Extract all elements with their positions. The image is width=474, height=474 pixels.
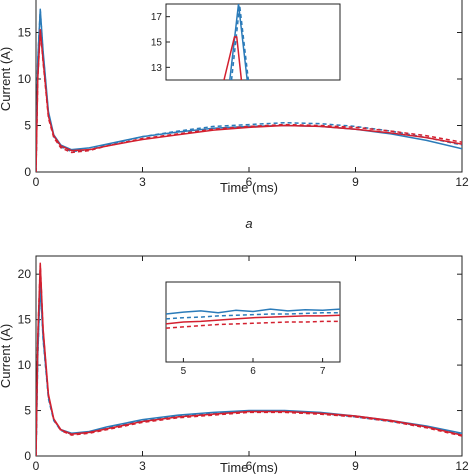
y-axis-title: Current (A) [0, 324, 13, 388]
inset-y-tick-label: 17 [151, 12, 163, 23]
y-tick-label: 15 [18, 26, 32, 40]
series-line-red-dashed [36, 29, 462, 172]
y-tick-label: 0 [24, 165, 31, 179]
x-tick-label: 9 [352, 459, 359, 473]
panel-b: 0 3 6 9 12 0 5 10 15 20 Time (ms) Current (A) 5 6 7 [0, 255, 469, 474]
inset-y-tick-label: 15 [151, 38, 163, 49]
inset-x-tick-label: 6 [250, 366, 256, 377]
inset-series-line-blue-solid [229, 4, 248, 80]
y-axis-title: Current (A) [0, 47, 13, 111]
y-tick-label: 10 [18, 72, 32, 86]
x-tick-label: 6 [246, 175, 253, 189]
x-axis-title: Time (ms) [220, 460, 278, 474]
x-tick-label: 0 [33, 459, 40, 473]
series-line-red-solid [36, 28, 462, 172]
x-tick-label: 9 [352, 175, 359, 189]
inset-series-line-red-solid [223, 36, 243, 80]
x-tick-label: 0 [33, 175, 40, 189]
y-tick-label: 0 [24, 449, 31, 463]
x-tick-label: 12 [455, 175, 469, 189]
inset-plot: 5 6 7 [165, 281, 341, 377]
y-tick-label: 10 [18, 358, 32, 372]
inset-series-line-blue-solid [166, 308, 340, 315]
inset-x-tick-label: 7 [320, 366, 326, 377]
y-tick-label: 5 [24, 119, 31, 133]
inset-series-line-red-dashed [166, 320, 340, 329]
panel-label: a [245, 216, 252, 231]
series-line-blue-dashed [36, 9, 462, 172]
inset-plot: 13 15 17 [151, 3, 341, 81]
x-tick-label: 6 [246, 459, 253, 473]
series-line-red-dashed [36, 263, 462, 456]
y-tick-label: 5 [24, 404, 31, 418]
x-tick-label: 3 [139, 175, 146, 189]
y-tick-label: 20 [18, 267, 32, 281]
inset-series-line-red-solid [166, 314, 340, 325]
inset-frame [165, 3, 341, 81]
inset-series-line-blue-dashed [166, 312, 340, 320]
x-tick-label: 3 [139, 459, 146, 473]
inset-y-tick-label: 13 [151, 63, 163, 74]
y-tick-label: 15 [18, 313, 32, 327]
inset-x-tick-label: 5 [181, 366, 187, 377]
x-tick-label: 12 [455, 459, 469, 473]
x-axis-title: Time (ms) [220, 180, 278, 195]
